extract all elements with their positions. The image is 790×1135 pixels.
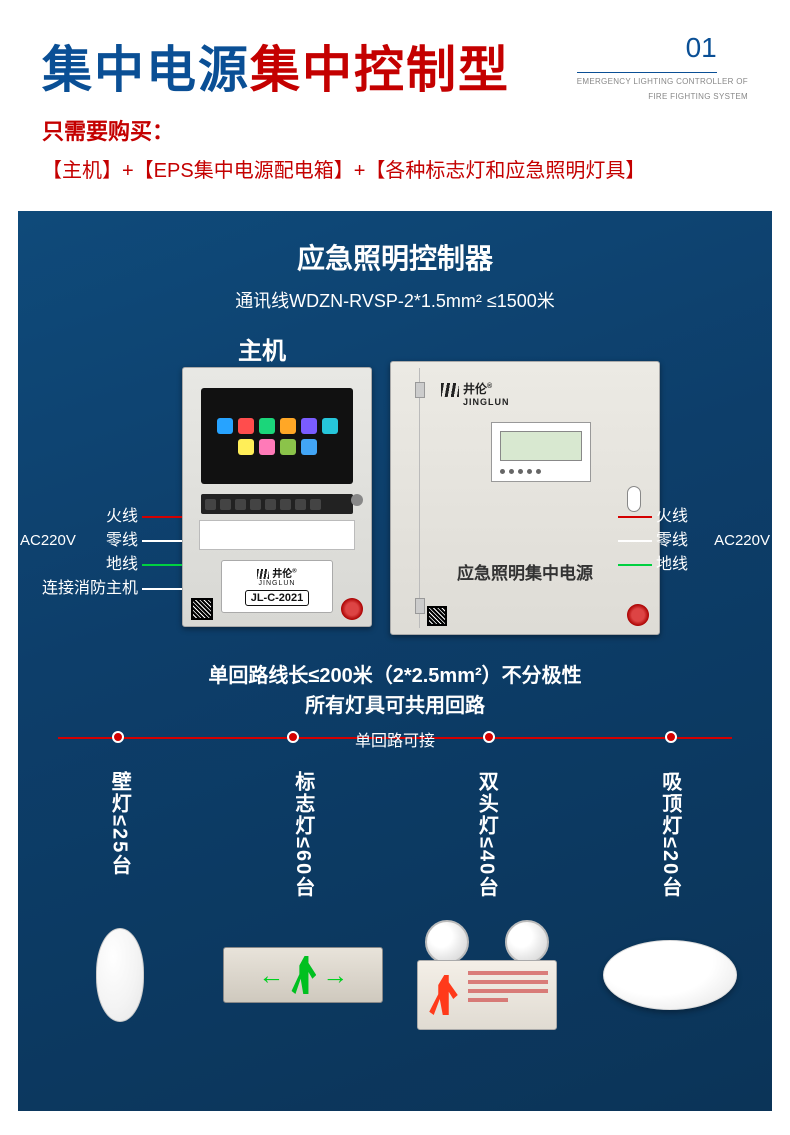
cert-stamp-icon: [341, 598, 363, 620]
wire-huo-bar: [618, 516, 652, 518]
product-vlabel: 标志灯≤60台: [289, 771, 318, 901]
wire-di-label: 地线: [656, 553, 688, 577]
title-red: 集中控制型: [250, 30, 510, 102]
product-image: [34, 915, 206, 1035]
product-vlabel: 壁灯≤25台: [105, 771, 134, 901]
hinge-icon: [415, 598, 425, 614]
app-icon: [280, 439, 296, 455]
app-icon: [280, 418, 296, 434]
host-panel: 井伦® JINGLUN JL-C-2021: [182, 367, 372, 627]
wire-huo-label: 火线: [656, 505, 688, 529]
wire-ling-bar: [142, 540, 182, 542]
qr-icon: [191, 598, 213, 620]
host-brand-en: JINGLUN: [222, 580, 332, 587]
components-list: 【主机】+【EPS集中电源配电箱】+【各种标志灯和应急照明灯具】: [42, 154, 748, 183]
power-panel: 井伦® JINGLUN 应急照明集中电源: [390, 361, 660, 635]
qr-icon: [427, 606, 447, 626]
app-icon: [238, 418, 254, 434]
host-button-row: [201, 494, 353, 514]
loop-note-2: 所有灯具可共用回路: [18, 689, 772, 718]
app-icon: [259, 418, 275, 434]
lock-icon: [351, 494, 363, 506]
power-brand-cn: 井伦: [463, 382, 487, 396]
controller-title: 应急照明控制器: [18, 237, 772, 277]
product-item: 壁灯≤25台: [34, 771, 206, 1035]
app-icon: [301, 418, 317, 434]
page-number: 01: [577, 32, 717, 73]
divider-dot-icon: [287, 731, 299, 743]
ac-voltage-left: AC220V: [20, 529, 76, 553]
divider-dot-icon: [112, 731, 124, 743]
host-model: JL-C-2021: [245, 590, 310, 606]
wire-huo-label: 火线: [106, 505, 138, 529]
wire-di-bar: [142, 564, 182, 566]
app-icon: [259, 439, 275, 455]
app-icon: [217, 418, 233, 434]
wire-ling-label: 零线: [106, 529, 138, 553]
wire-ling-label: 零线: [656, 529, 688, 553]
brand-stripes-icon: [257, 569, 269, 579]
wall-light-icon: [96, 928, 144, 1022]
door-seam: [419, 368, 420, 628]
product-row: 壁灯≤25台 标志灯≤60台 ←→ 双头灯≤40台 吸顶灯≤20台: [28, 771, 762, 1035]
wire-ling-bar: [618, 540, 652, 542]
product-image: ←→: [217, 915, 389, 1035]
wire-di-label: 地线: [106, 553, 138, 577]
wire-firehost-bar: [142, 588, 182, 590]
divider-dot-icon: [483, 731, 495, 743]
header: 集中电源 集中控制型 01 EMERGENCY LIGHTING CONTROL…: [0, 0, 790, 193]
page-marker: 01 EMERGENCY LIGHTING CONTROLLER OF FIRE…: [577, 32, 748, 102]
buy-label: 只需要购买：: [42, 114, 748, 146]
product-vlabel: 双头灯≤40台: [472, 771, 501, 901]
main-title: 集中电源 集中控制型: [42, 30, 510, 102]
power-brand-en: JINGLUN: [463, 397, 510, 407]
diagram-panel: 应急照明控制器 通讯线WDZN-RVSP-2*1.5mm² ≤1500米 主机 …: [18, 211, 772, 1111]
ac-voltage-right: AC220V: [714, 529, 770, 553]
twin-head-light-icon: [417, 920, 557, 1030]
app-icon: [238, 439, 254, 455]
host-screen: [201, 388, 353, 484]
ceiling-light-icon: [603, 940, 737, 1010]
divider-dot-icon: [665, 731, 677, 743]
product-image: [584, 915, 756, 1035]
product-image: [401, 915, 573, 1035]
exit-sign-icon: ←→: [223, 947, 383, 1003]
cert-stamp-icon: [627, 604, 649, 626]
power-brand: 井伦® JINGLUN: [441, 380, 510, 407]
brand-stripes-icon: [441, 383, 459, 397]
wire-huo-bar: [142, 516, 182, 518]
product-item: 吸顶灯≤20台: [584, 771, 756, 1035]
host-brand-cn: 井伦: [272, 569, 292, 580]
product-item: 双头灯≤40台: [401, 771, 573, 1035]
divider-label: 单回路可接: [349, 727, 441, 751]
loop-note-1: 单回路线长≤200米（2*2.5mm²）不分极性: [18, 659, 772, 688]
controller-subtitle: 通讯线WDZN-RVSP-2*1.5mm² ≤1500米: [18, 287, 772, 313]
loop-divider: 单回路可接: [58, 737, 732, 739]
title-row: 集中电源 集中控制型 01 EMERGENCY LIGHTING CONTROL…: [42, 30, 748, 102]
wire-labels-right: AC220V 火线 零线 地线: [618, 505, 768, 577]
app-icon: [322, 418, 338, 434]
product-item: 标志灯≤60台 ←→: [217, 771, 389, 1035]
footer-spacer: [0, 1111, 790, 1135]
wire-di-bar: [618, 564, 652, 566]
host-label-plate: 井伦® JINGLUN JL-C-2021: [221, 560, 333, 613]
page-sub1: EMERGENCY LIGHTING CONTROLLER OF: [577, 77, 748, 87]
wire-labels-left: AC220V 火线 零线 地线 连接消防主机: [22, 505, 182, 601]
power-lcd: [491, 422, 591, 482]
product-vlabel: 吸顶灯≤20台: [656, 771, 685, 901]
host-terminal-strip: [199, 520, 355, 550]
wire-firehost-label: 连接消防主机: [42, 577, 138, 601]
app-icon: [301, 439, 317, 455]
page-sub2: FIRE FIGHTING SYSTEM: [577, 92, 748, 102]
hinge-icon: [415, 382, 425, 398]
host-label: 主机: [238, 331, 286, 366]
title-blue: 集中电源: [42, 30, 250, 102]
